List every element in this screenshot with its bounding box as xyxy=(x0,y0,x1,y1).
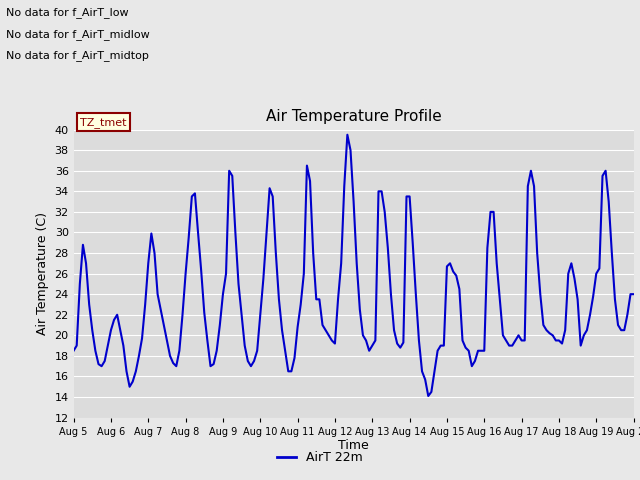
Text: TZ_tmet: TZ_tmet xyxy=(81,117,127,128)
Legend: AirT 22m: AirT 22m xyxy=(272,446,368,469)
Text: No data for f_AirT_low: No data for f_AirT_low xyxy=(6,7,129,18)
Y-axis label: Air Temperature (C): Air Temperature (C) xyxy=(36,212,49,335)
X-axis label: Time: Time xyxy=(338,439,369,453)
Text: No data for f_AirT_midlow: No data for f_AirT_midlow xyxy=(6,29,150,40)
Text: No data for f_AirT_midtop: No data for f_AirT_midtop xyxy=(6,50,149,61)
Title: Air Temperature Profile: Air Temperature Profile xyxy=(266,109,442,124)
